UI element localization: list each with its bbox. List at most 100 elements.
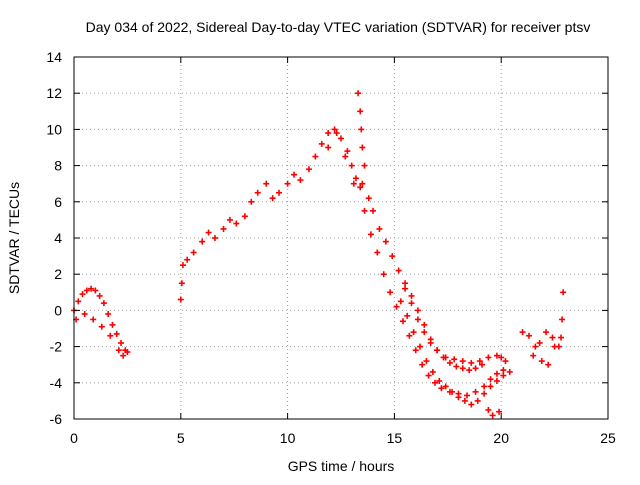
y-tick-label: 12 [46,85,62,101]
data-point [177,296,184,303]
data-point [500,367,507,374]
data-point [500,372,507,379]
data-point [474,397,481,404]
data-point [423,358,430,365]
data-point [109,321,116,328]
data-point [461,397,468,404]
data-point [374,249,381,256]
y-tick-label: 4 [54,230,62,246]
data-point [485,406,492,413]
data-point [472,365,479,372]
data-point [536,339,543,346]
y-tick-label: -2 [50,339,63,355]
data-point [549,334,556,341]
data-point [410,329,417,336]
data-point [558,334,565,341]
data-point [519,329,526,336]
data-point [348,162,355,169]
data-point [357,108,364,115]
data-point [538,358,545,365]
x-tick-label: 10 [280,430,296,446]
data-point [90,316,97,323]
data-point [284,180,291,187]
data-point [81,311,88,318]
data-point [498,354,505,361]
data-point [408,300,415,307]
data-point [559,316,566,323]
chart-title: Day 034 of 2022, Sidereal Day-to-day VTE… [86,19,591,35]
data-point [79,291,86,298]
data-point [414,307,421,314]
data-point [453,363,460,370]
y-tick-label: 6 [54,194,62,210]
data-point [543,329,550,336]
data-point [502,358,509,365]
data-point [393,303,400,310]
data-point [83,287,90,294]
y-tick-label: -6 [50,411,63,427]
data-point [464,392,471,399]
data-point [226,216,233,223]
data-point [312,153,319,160]
data-point [429,368,436,375]
data-point [100,300,107,307]
y-tick-label: 10 [46,121,62,137]
data-point [560,289,567,296]
data-point [370,207,377,214]
data-point [344,148,351,155]
data-point [417,343,424,350]
data-point [402,285,409,292]
data-point [402,280,409,287]
data-point [179,262,186,269]
data-point [359,144,366,151]
data-point [113,330,120,337]
data-point [184,256,191,263]
data-point [96,292,103,299]
y-tick-label: 0 [54,302,62,318]
data-point [412,347,419,354]
data-point [117,339,124,346]
data-point [305,166,312,173]
data-point [199,238,206,245]
data-point [427,336,434,343]
data-point [205,229,212,236]
data-point [493,377,500,384]
data-point [481,383,488,390]
data-point [487,383,494,390]
data-point [496,408,503,415]
data-point [421,329,428,336]
data-point [350,180,357,187]
data-point [530,352,537,359]
data-point [478,361,485,368]
data-point [387,289,394,296]
data-point [178,280,185,287]
data-point [425,372,432,379]
data-point [325,144,332,151]
data-point [525,332,532,339]
data-point [357,184,364,191]
data-point [449,388,456,395]
y-tick-label: 8 [54,158,62,174]
data-point [382,238,389,245]
tick-layer: 0 5 10 15 20 25 -6 -4 -2 0 2 4 6 8 10 12 14 [46,49,616,446]
data-point [399,318,406,325]
data-point [361,207,368,214]
data-point [468,401,475,408]
data-point [233,220,240,227]
data-point [446,359,453,366]
data-point [414,316,421,323]
data-point [291,171,298,178]
data-point [75,298,82,305]
data-point [331,126,338,133]
data-point [436,377,443,384]
x-axis-label: GPS time / hours [288,458,395,474]
x-tick-label: 25 [600,430,616,446]
data-point [404,312,411,319]
data-point [318,140,325,147]
data-point [395,267,402,274]
data-point [438,385,445,392]
data-point [532,343,539,350]
data-point [455,394,462,401]
